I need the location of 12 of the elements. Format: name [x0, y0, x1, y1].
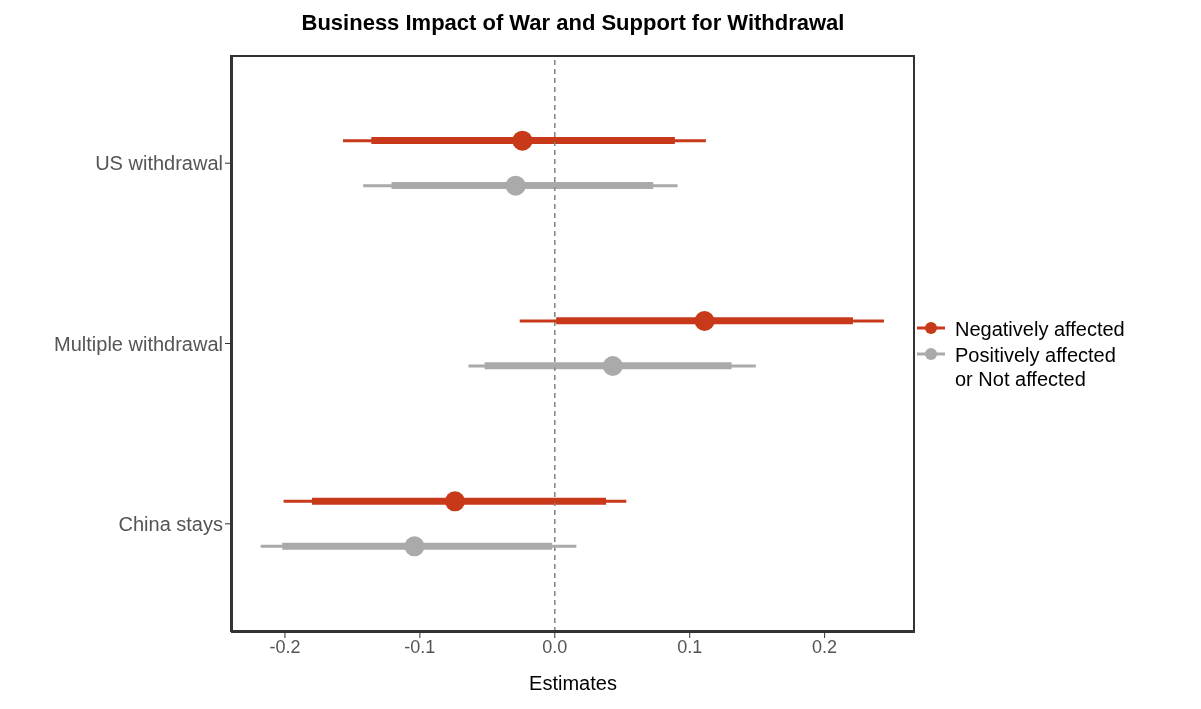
legend-label: Positively affected or Not affected	[955, 342, 1117, 391]
legend-label: Negatively affected	[955, 316, 1126, 341]
x-axis-title: Estimates	[529, 672, 617, 695]
y-tick-label: Multiple withdrawal	[54, 332, 223, 355]
x-tick-label: 0.2	[812, 636, 838, 657]
x-tick-label: 0.1	[677, 636, 703, 657]
x-tick-label: -0.2	[269, 636, 301, 657]
y-tick-label: China stays	[118, 512, 223, 535]
chart-title: Business Impact of War and Support for Withdrawal	[300, 10, 846, 36]
x-tick-label: 0.0	[542, 636, 568, 657]
y-tick-label: US withdrawal	[95, 152, 223, 175]
x-tick-label: -0.1	[404, 636, 436, 657]
